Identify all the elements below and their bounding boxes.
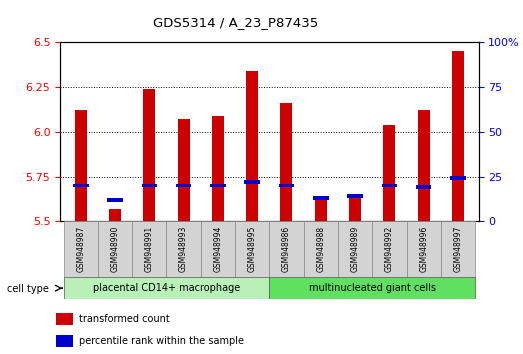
Bar	[244, 180, 260, 184]
Text: transformed count: transformed count	[79, 314, 170, 324]
Bar	[210, 183, 226, 188]
Text: GSM948993: GSM948993	[179, 226, 188, 272]
Bar	[280, 103, 292, 221]
Bar	[382, 183, 397, 188]
Bar	[178, 119, 190, 221]
Bar	[107, 198, 123, 202]
Bar	[450, 176, 466, 180]
Text: GSM948996: GSM948996	[419, 226, 428, 272]
Bar	[75, 110, 87, 221]
Bar	[64, 221, 98, 278]
Bar	[372, 221, 406, 278]
Text: cell type: cell type	[7, 284, 49, 294]
Bar	[279, 183, 294, 188]
Bar	[349, 198, 361, 221]
Text: GSM948994: GSM948994	[213, 226, 222, 272]
Bar	[347, 194, 363, 198]
Text: GSM948989: GSM948989	[350, 226, 360, 272]
Bar	[246, 71, 258, 221]
Bar	[142, 183, 157, 188]
Bar	[416, 185, 431, 189]
Bar	[64, 277, 269, 299]
Text: placental CD14+ macrophage: placental CD14+ macrophage	[93, 283, 240, 293]
Text: GDS5314 / A_23_P87435: GDS5314 / A_23_P87435	[153, 16, 318, 29]
Bar	[143, 89, 155, 221]
Text: GSM948995: GSM948995	[248, 226, 257, 272]
Bar	[406, 221, 441, 278]
Bar	[313, 196, 328, 200]
Text: GSM948997: GSM948997	[453, 226, 462, 272]
Bar	[166, 221, 201, 278]
Bar	[98, 221, 132, 278]
Bar	[269, 277, 475, 299]
Text: percentile rank within the sample: percentile rank within the sample	[79, 336, 244, 346]
Bar	[201, 221, 235, 278]
Bar	[176, 183, 191, 188]
Bar	[235, 221, 269, 278]
Bar	[56, 335, 73, 347]
Text: GSM948992: GSM948992	[385, 226, 394, 272]
Bar	[338, 221, 372, 278]
Bar	[212, 116, 224, 221]
Bar	[304, 221, 338, 278]
Bar	[73, 183, 88, 188]
Bar	[315, 200, 327, 221]
Bar	[269, 221, 304, 278]
Bar	[132, 221, 166, 278]
Bar	[383, 125, 395, 221]
Bar	[56, 313, 73, 325]
Bar	[109, 209, 121, 221]
Bar	[441, 221, 475, 278]
Text: GSM948986: GSM948986	[282, 226, 291, 272]
Text: GSM948988: GSM948988	[316, 226, 325, 272]
Text: GSM948990: GSM948990	[110, 226, 120, 272]
Text: GSM948987: GSM948987	[76, 226, 85, 272]
Bar	[452, 51, 464, 221]
Bar	[418, 110, 430, 221]
Text: GSM948991: GSM948991	[145, 226, 154, 272]
Text: multinucleated giant cells: multinucleated giant cells	[309, 283, 436, 293]
